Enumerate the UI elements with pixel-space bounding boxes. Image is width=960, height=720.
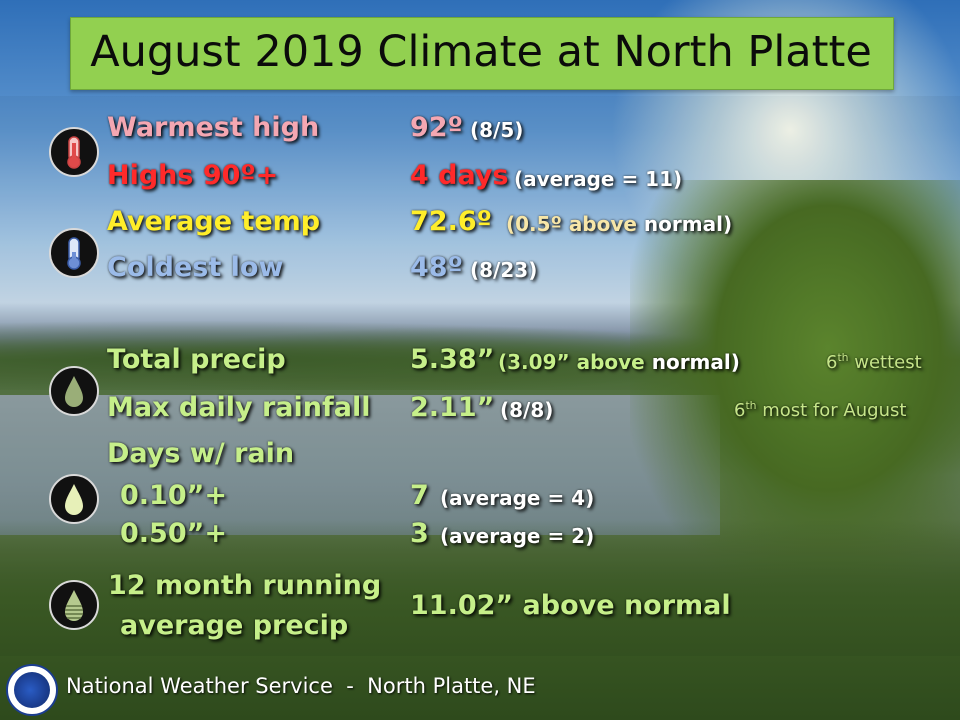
river xyxy=(0,395,720,535)
total-precip-label: Total precip xyxy=(107,344,286,375)
warmest-high-label: Warmest high xyxy=(107,112,320,143)
highs-90-value: 4 days xyxy=(410,160,509,191)
coldest-low-date: (8/23) xyxy=(470,258,538,282)
raindrop-icon xyxy=(49,366,99,416)
average-temp-departure-normal: normal) xyxy=(636,212,733,236)
running-precip-label-line1: 12 month running xyxy=(108,570,382,601)
grass-foreground xyxy=(0,520,960,720)
rain-010-average: (average = 4) xyxy=(440,486,595,510)
coldest-low-label: Coldest low xyxy=(107,252,284,283)
rain-010-label: 0.10”+ xyxy=(120,480,227,511)
max-daily-rank-text: most for August xyxy=(756,400,907,421)
running-precip-label-line2: average precip xyxy=(120,610,349,641)
rain-050-value: 3 xyxy=(410,518,429,549)
nws-logo-emblem xyxy=(14,672,50,708)
max-daily-rank-suffix: th xyxy=(745,399,757,412)
coldest-low-value: 48º xyxy=(410,252,463,283)
total-precip-departure: (3.09” above normal) xyxy=(498,350,740,374)
nws-logo xyxy=(6,664,58,716)
max-daily-rainfall-date: (8/8) xyxy=(500,398,554,422)
raindrop-split-icon xyxy=(49,580,99,630)
warmest-high-value: 92º xyxy=(410,112,463,143)
highs-90-label: Highs 90º+ xyxy=(107,160,279,191)
total-precip-rank-suffix: th xyxy=(837,351,849,364)
max-daily-rank-number: 6 xyxy=(734,400,746,421)
average-temp-label: Average temp xyxy=(107,206,321,237)
page-title: August 2019 Climate at North Platte xyxy=(90,27,872,77)
rain-050-average: (average = 2) xyxy=(440,524,595,548)
total-precip-rank-text: wettest xyxy=(848,352,922,373)
footer-credit: National Weather Service - North Platte,… xyxy=(66,674,536,698)
total-precip-departure-normal: normal) xyxy=(644,350,740,374)
max-daily-rainfall-label: Max daily rainfall xyxy=(107,392,371,423)
total-precip-rank-number: 6 xyxy=(826,352,838,373)
total-precip-value: 5.38” xyxy=(410,344,495,375)
rain-050-label: 0.50”+ xyxy=(120,518,227,549)
total-precip-departure-amount: (3.09” above xyxy=(498,350,645,374)
average-temp-departure-amount: (0.5º above xyxy=(506,212,637,236)
thermometer-warm-icon xyxy=(49,127,99,177)
overlay xyxy=(0,96,960,656)
warmest-high-date: (8/5) xyxy=(470,118,524,142)
thermometer-cold-icon xyxy=(49,228,99,278)
title-banner xyxy=(70,17,894,90)
running-precip-value: 11.02” above normal xyxy=(410,590,731,621)
average-temp-value: 72.6º xyxy=(410,206,492,237)
raindrop-light-icon xyxy=(49,474,99,524)
max-daily-rainfall-rank: 6th most for August xyxy=(734,399,906,421)
highs-90-average: (average = 11) xyxy=(514,167,683,191)
rain-010-value: 7 xyxy=(410,480,429,511)
max-daily-rainfall-value: 2.11” xyxy=(410,392,495,423)
total-precip-rank: 6th wettest xyxy=(826,351,922,373)
days-with-rain-label: Days w/ rain xyxy=(107,438,295,469)
average-temp-departure: (0.5º above normal) xyxy=(506,212,732,236)
